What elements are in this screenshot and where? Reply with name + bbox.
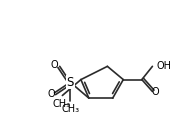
Text: OH: OH: [156, 61, 171, 71]
Text: CH₃: CH₃: [53, 99, 71, 109]
Text: O: O: [51, 60, 58, 70]
Text: O: O: [47, 88, 55, 99]
Text: O: O: [152, 87, 160, 96]
Text: CH₃: CH₃: [62, 104, 80, 114]
Text: S: S: [67, 76, 74, 89]
